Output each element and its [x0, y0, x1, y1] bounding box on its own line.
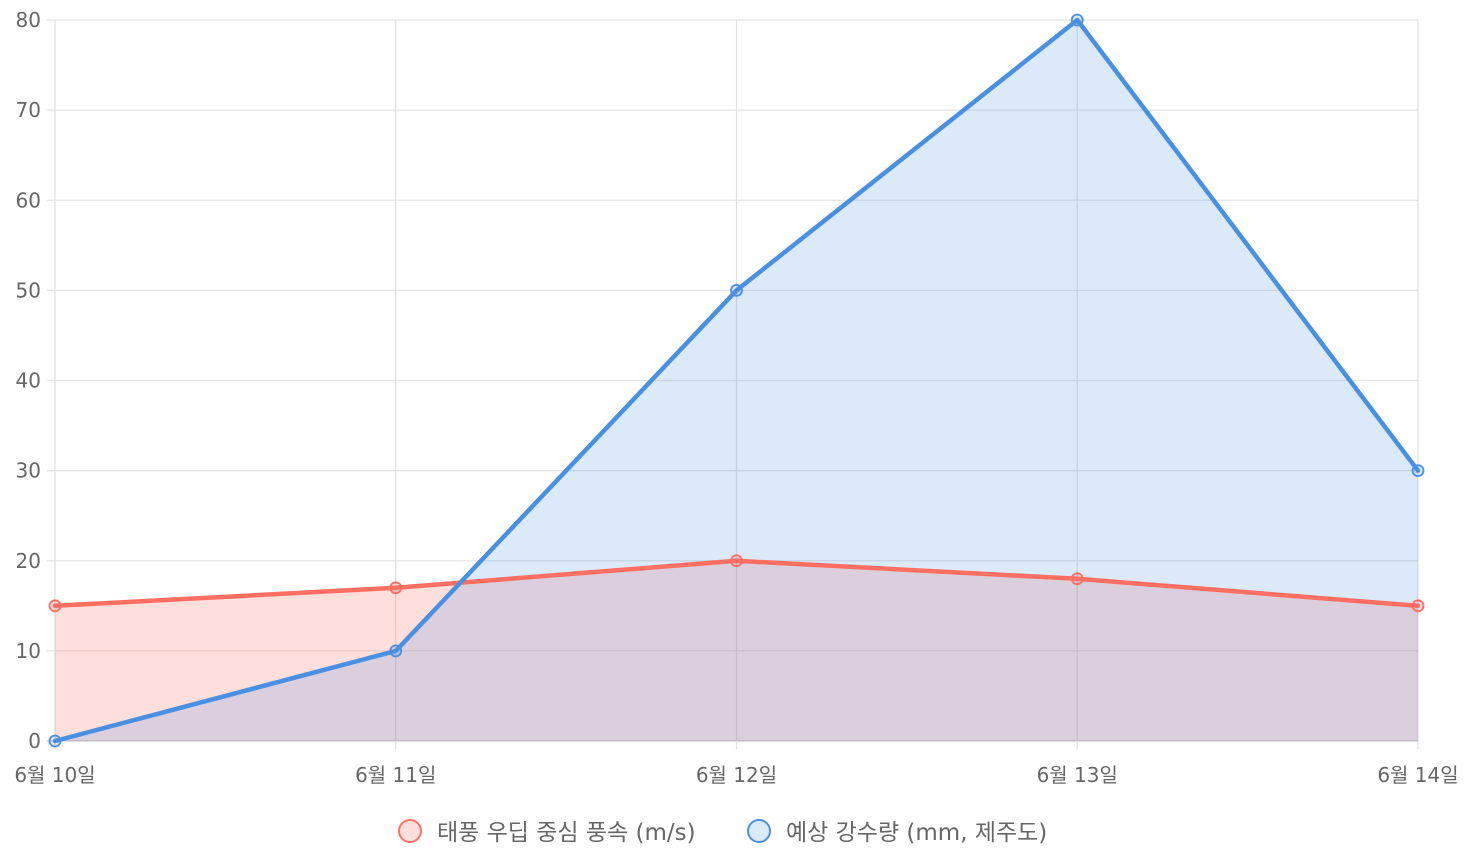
y-tick-label: 80 — [16, 8, 41, 32]
legend-item-2[interactable]: 예상 강수량 (mm, 제주도) — [747, 819, 1047, 846]
legend-marker-icon — [398, 819, 422, 843]
y-tick-label: 30 — [16, 459, 41, 483]
data-point[interactable] — [1070, 13, 1084, 27]
y-axis-ticks: 0 10 20 30 40 50 60 70 80 — [16, 8, 41, 753]
y-tick-label: 50 — [16, 278, 41, 302]
data-point[interactable] — [389, 581, 403, 595]
data-point[interactable] — [389, 644, 403, 658]
x-tick-label: 6월 10일 — [14, 763, 95, 787]
series-line-1 — [52, 558, 1421, 609]
x-tick-label: 6월 12일 — [696, 763, 777, 787]
series-line-2 — [52, 17, 1421, 744]
series-lines — [52, 17, 1421, 744]
grid-lines — [47, 19, 1419, 749]
y-tick-label: 10 — [16, 639, 41, 663]
x-tick-label: 6월 14일 — [1377, 763, 1458, 787]
series-points — [48, 13, 1425, 748]
data-point[interactable] — [1411, 464, 1425, 478]
data-point[interactable] — [730, 283, 743, 297]
data-point[interactable] — [730, 554, 743, 568]
data-point[interactable] — [48, 599, 62, 613]
legend-label: 예상 강수량 (mm, 제주도) — [786, 820, 1047, 846]
legend-label: 태풍 우딥 중심 풍속 (m/s) — [437, 820, 696, 846]
y-tick-label: 70 — [16, 98, 41, 122]
data-point[interactable] — [48, 734, 62, 748]
data-point[interactable] — [1411, 599, 1425, 613]
legend-item-1[interactable]: 태풍 우딥 중심 풍속 (m/s) — [398, 819, 696, 846]
series-area-2 — [55, 20, 1418, 741]
x-axis-ticks: 6월 10일 6월 11일 6월 12일 6월 13일 6월 14일 — [14, 763, 1458, 787]
data-point[interactable] — [1070, 572, 1084, 586]
y-tick-label: 0 — [28, 729, 41, 753]
series-areas — [55, 20, 1418, 741]
y-tick-label: 20 — [16, 549, 41, 573]
y-tick-label: 40 — [16, 369, 41, 393]
series-area-1 — [55, 560, 1418, 741]
legend[interactable]: 태풍 우딥 중심 풍속 (m/s) 예상 강수량 (mm, 제주도) — [398, 819, 1047, 846]
legend-marker-icon — [747, 819, 771, 843]
y-tick-label: 60 — [16, 188, 41, 212]
x-tick-label: 6월 11일 — [355, 763, 436, 787]
x-tick-label: 6월 13일 — [1037, 763, 1118, 787]
